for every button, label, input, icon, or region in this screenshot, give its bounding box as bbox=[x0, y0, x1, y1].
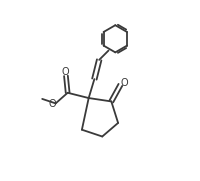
Text: O: O bbox=[48, 99, 56, 109]
Text: O: O bbox=[61, 67, 69, 77]
Text: O: O bbox=[121, 78, 128, 88]
